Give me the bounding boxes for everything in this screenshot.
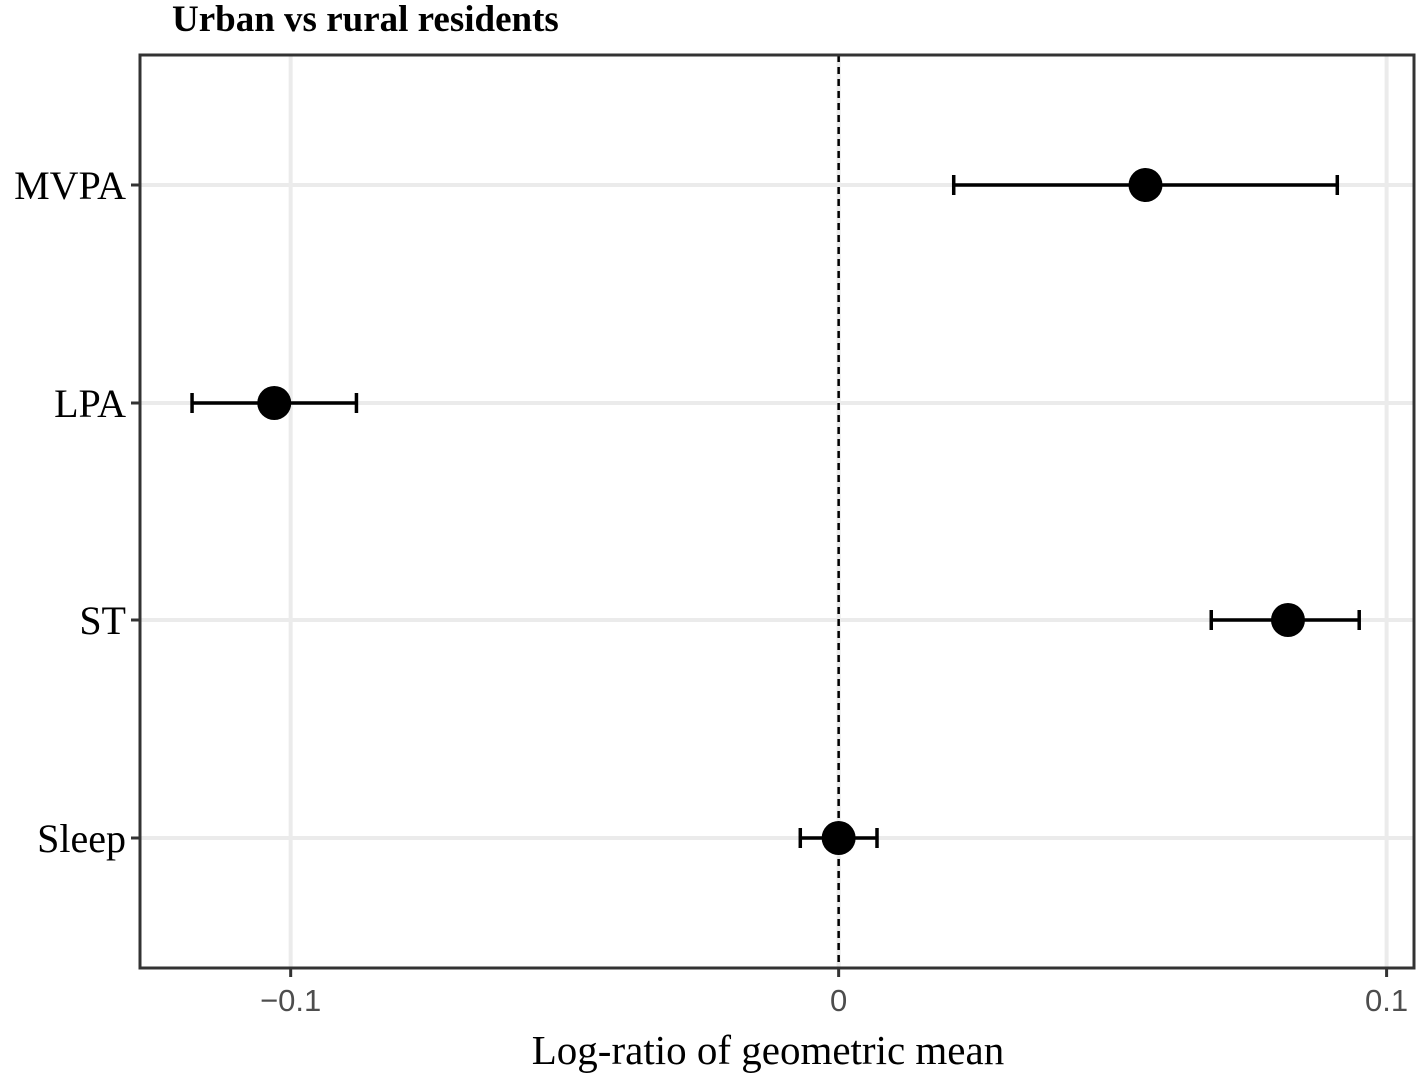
chart-title: Urban vs rural residents	[172, 0, 559, 40]
point-sleep	[821, 821, 856, 855]
x-tick-label: −0.1	[260, 983, 321, 1018]
y-tick-label: LPA	[54, 381, 126, 426]
point-lpa	[257, 386, 292, 420]
y-tick-label: ST	[79, 598, 126, 643]
x-axis: −0.1 0 0.1	[260, 968, 1408, 1018]
panel-border	[138, 53, 1416, 970]
y-tick-label: MVPA	[14, 163, 126, 208]
x-tick-label: 0.1	[1365, 983, 1408, 1018]
y-axis: MVPA LPA ST Sleep	[14, 163, 140, 861]
x-axis-label: Log-ratio of geometric mean	[532, 1027, 1004, 1073]
point-mvpa	[1128, 168, 1163, 202]
point-st	[1270, 603, 1305, 637]
grid-lines	[140, 55, 1414, 968]
data-marks	[190, 168, 1361, 855]
y-tick-label: Sleep	[37, 816, 126, 861]
x-tick-label: 0	[830, 983, 847, 1018]
